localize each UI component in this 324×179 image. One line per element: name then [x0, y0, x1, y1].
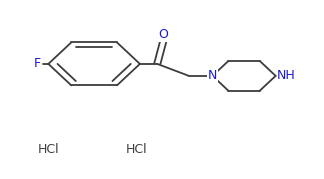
Text: NH: NH: [277, 69, 296, 82]
Text: HCl: HCl: [126, 143, 147, 156]
Text: N: N: [208, 69, 217, 82]
Text: HCl: HCl: [38, 143, 59, 156]
Text: O: O: [159, 28, 168, 41]
Text: F: F: [34, 57, 41, 70]
